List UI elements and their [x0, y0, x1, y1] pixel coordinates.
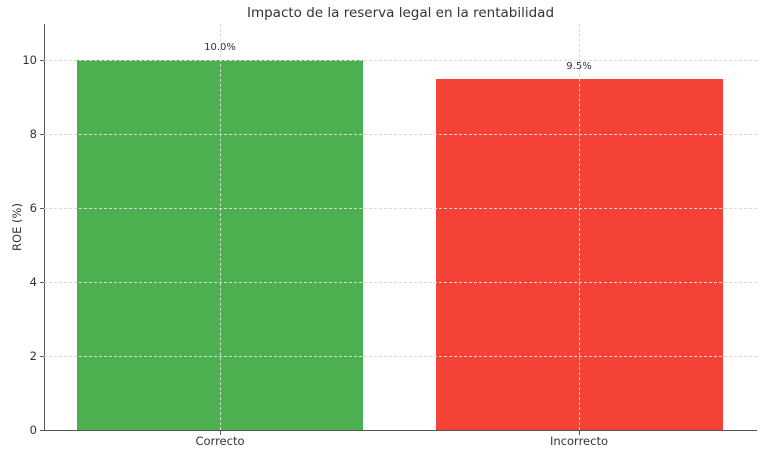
y-tick-label: 0 [29, 423, 37, 437]
gridline-y-10 [44, 60, 757, 61]
y-tick-label: 8 [29, 127, 37, 141]
x-tick-label-correcto: Correcto [195, 434, 245, 448]
gridline-x-incorrecto [579, 24, 580, 430]
y-axis-line [44, 24, 46, 430]
x-tick-label-incorrecto: Incorrecto [550, 434, 608, 448]
gridline-y-6 [44, 208, 757, 209]
y-tick-label: 10 [22, 53, 37, 67]
gridline-y-8 [44, 134, 757, 135]
y-tick-label: 2 [29, 349, 37, 363]
y-tick-label: 4 [29, 275, 37, 289]
y-tick-label: 6 [29, 201, 37, 215]
y-axis-title: ROE (%) [10, 203, 24, 251]
x-axis-line [44, 429, 757, 431]
gridline-x-correcto [220, 24, 221, 430]
gridline-y-2 [44, 356, 757, 357]
plot-area: 10.0% 9.5% 0 2 4 6 8 10 Correcto Incorre… [22, 24, 757, 448]
chart-title: Impacto de la reserva legal en la rentab… [246, 5, 555, 21]
gridline-y-4 [44, 282, 757, 283]
